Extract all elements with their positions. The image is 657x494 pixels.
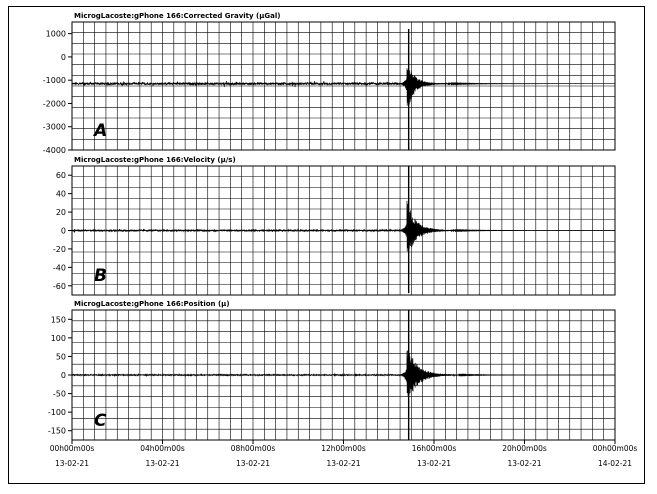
x-tick-label-time: 20h00m00s [502, 444, 547, 453]
y-tick-label: 0 [61, 227, 66, 236]
y-tick-label: 60 [56, 171, 66, 180]
x-tick-label-time: 00h00m00s [593, 444, 638, 453]
y-tick-label: -150 [48, 427, 66, 436]
panel-letter: A [92, 121, 107, 141]
trace-line [71, 66, 616, 108]
y-tick-label: 40 [56, 190, 66, 199]
panel-letter: C [94, 411, 107, 431]
y-tick-label: 150 [51, 315, 66, 324]
y-tick-label: -100 [48, 408, 66, 417]
y-tick-label: 1000 [46, 30, 66, 39]
y-tick-label: -20 [53, 245, 66, 254]
y-tick-label: -3000 [43, 123, 66, 132]
y-tick-label: -1000 [43, 76, 66, 85]
x-tick-label-time: 08h00m00s [231, 444, 276, 453]
y-tick-label: -4000 [43, 146, 66, 155]
panel-border [71, 21, 616, 151]
trace-line [71, 200, 615, 252]
chart-frame [8, 6, 645, 484]
x-tick-label-time: 12h00m00s [321, 444, 366, 453]
y-tick-label: 50 [56, 352, 66, 361]
trace-line [71, 350, 615, 397]
y-tick-label: -40 [53, 263, 66, 272]
panel-letter: B [94, 266, 107, 286]
panel-title: MicrogLacoste:gPhone 166:Position (µ) [74, 300, 230, 308]
y-tick-label: 20 [56, 208, 66, 217]
panel-title: MicrogLacoste:gPhone 166:Velocity (µ/s) [74, 156, 236, 164]
x-tick-label-date: 13-02-21 [55, 459, 89, 468]
x-tick-label-time: 16h00m00s [412, 444, 457, 453]
y-tick-label: 100 [51, 334, 66, 343]
panel-title: MicrogLacoste:gPhone 166:Corrected Gravi… [74, 12, 280, 20]
x-tick-label-date: 13-02-21 [326, 459, 360, 468]
x-tick-label-date: 13-02-21 [507, 459, 541, 468]
y-tick-label: -50 [53, 390, 66, 399]
x-tick-label-date: 13-02-21 [417, 459, 451, 468]
x-tick-label-date: 13-02-21 [145, 459, 179, 468]
y-tick-label: -60 [53, 282, 66, 291]
x-tick-label-time: 04h00m00s [140, 444, 185, 453]
y-tick-label: -2000 [43, 99, 66, 108]
x-tick-label-date: 14-02-21 [598, 459, 632, 468]
y-tick-label: 0 [61, 371, 66, 380]
x-tick-label-time: 00h00m00s [50, 444, 95, 453]
x-tick-label-date: 13-02-21 [236, 459, 270, 468]
y-tick-label: 0 [61, 53, 66, 62]
